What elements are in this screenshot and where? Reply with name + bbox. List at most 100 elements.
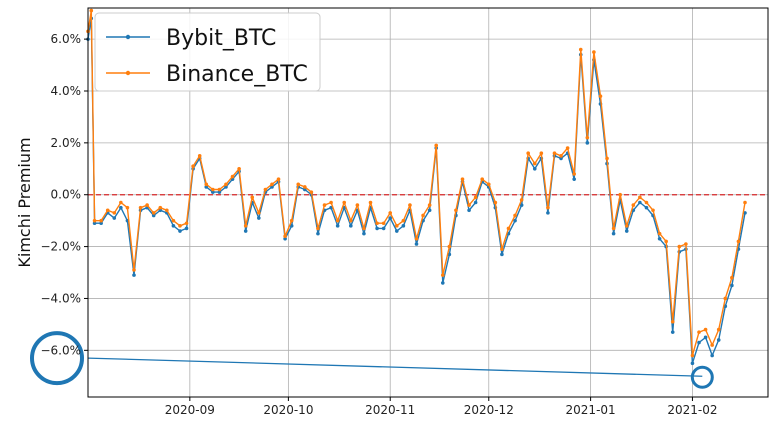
- data-point: [552, 151, 557, 156]
- data-point: [585, 141, 590, 145]
- data-point: [158, 208, 163, 213]
- data-point: [546, 205, 550, 210]
- data-point: [467, 208, 471, 213]
- data-point: [92, 221, 97, 226]
- data-point: [519, 198, 524, 202]
- data-point: [421, 213, 425, 218]
- data-point: [690, 361, 695, 366]
- data-point: [375, 221, 379, 226]
- legend-label-bybit: Bybit_BTC: [166, 26, 276, 51]
- annotation-connector-line: [87, 357, 703, 377]
- data-point: [585, 135, 590, 140]
- y-axis-label: Kimchi Premium: [15, 137, 34, 267]
- data-point: [624, 224, 629, 228]
- data-point: [316, 226, 320, 231]
- data-point: [276, 177, 281, 181]
- x-tick-label: 2020-09: [165, 403, 215, 417]
- data-point: [394, 224, 399, 228]
- data-point: [283, 237, 287, 241]
- data-point: [92, 218, 97, 223]
- data-point: [316, 231, 320, 236]
- data-point: [217, 190, 222, 194]
- data-point: [657, 237, 662, 241]
- data-point: [467, 203, 471, 207]
- annotation-layer: [30, 331, 714, 389]
- data-point: [513, 218, 517, 223]
- data-point: [309, 190, 314, 194]
- data-point: [644, 200, 649, 205]
- x-tick-label: 2020-10: [263, 403, 313, 417]
- data-point: [362, 231, 366, 236]
- data-point: [670, 330, 675, 334]
- data-point: [394, 229, 399, 233]
- data-point: [611, 226, 616, 231]
- series-layer: [86, 8, 747, 366]
- data-point: [500, 247, 504, 251]
- annotation-circle-right: [690, 365, 714, 389]
- data-point: [151, 213, 156, 218]
- data-point: [631, 203, 636, 207]
- x-tick-label: 2021-02: [667, 403, 717, 417]
- data-point: [105, 208, 110, 213]
- data-point: [414, 242, 419, 246]
- data-point: [184, 221, 189, 226]
- data-point: [362, 226, 366, 231]
- data-point: [257, 216, 261, 220]
- data-point: [270, 182, 274, 187]
- data-point: [99, 221, 103, 226]
- data-point: [565, 146, 570, 150]
- data-point: [243, 224, 248, 228]
- data-point: [132, 273, 136, 277]
- data-point: [434, 143, 439, 148]
- data-point: [697, 330, 701, 334]
- x-tick-label: 2021-01: [566, 403, 616, 417]
- y-axis-ticks: −6.0% −4.0% −2.0% 0.0% 2.0% 4.0% 6.0%: [40, 32, 88, 357]
- y-tick-label: 0.0%: [51, 188, 82, 202]
- data-point: [559, 154, 563, 158]
- data-point: [644, 205, 649, 210]
- data-point: [408, 203, 412, 207]
- legend-box: [94, 12, 321, 92]
- annotation-circle-left: [30, 331, 84, 386]
- data-point: [677, 244, 682, 249]
- data-point: [335, 224, 340, 228]
- data-point: [171, 218, 176, 223]
- data-point: [697, 340, 701, 345]
- data-point: [598, 94, 603, 98]
- data-point: [289, 224, 294, 228]
- data-point: [184, 226, 189, 231]
- data-point: [191, 164, 195, 168]
- data-point: [217, 187, 222, 192]
- data-point: [283, 234, 287, 239]
- data-point: [532, 166, 537, 171]
- data-point: [132, 268, 136, 272]
- data-point: [440, 281, 445, 285]
- data-point: [257, 211, 261, 215]
- data-point: [572, 177, 576, 181]
- data-point: [743, 200, 747, 205]
- data-point: [559, 156, 563, 161]
- data-point: [532, 161, 537, 166]
- data-point: [224, 185, 228, 189]
- data-point: [145, 203, 149, 207]
- data-point: [204, 185, 209, 189]
- data-point: [119, 205, 123, 210]
- data-point: [401, 218, 406, 223]
- data-point: [368, 200, 373, 205]
- data-point: [638, 200, 642, 205]
- data-point: [125, 205, 130, 210]
- legend: Bybit_BTC Binance_BTC: [94, 12, 321, 92]
- data-point: [204, 182, 209, 187]
- data-point: [355, 203, 360, 207]
- x-tick-label: 2020-11: [365, 403, 415, 417]
- data-point: [349, 218, 353, 223]
- data-point: [519, 203, 524, 207]
- data-point: [211, 187, 215, 192]
- data-point: [89, 8, 94, 13]
- data-point: [480, 177, 485, 181]
- data-point: [119, 200, 123, 205]
- data-point: [112, 216, 117, 220]
- data-point: [440, 273, 445, 277]
- data-point: [99, 218, 103, 223]
